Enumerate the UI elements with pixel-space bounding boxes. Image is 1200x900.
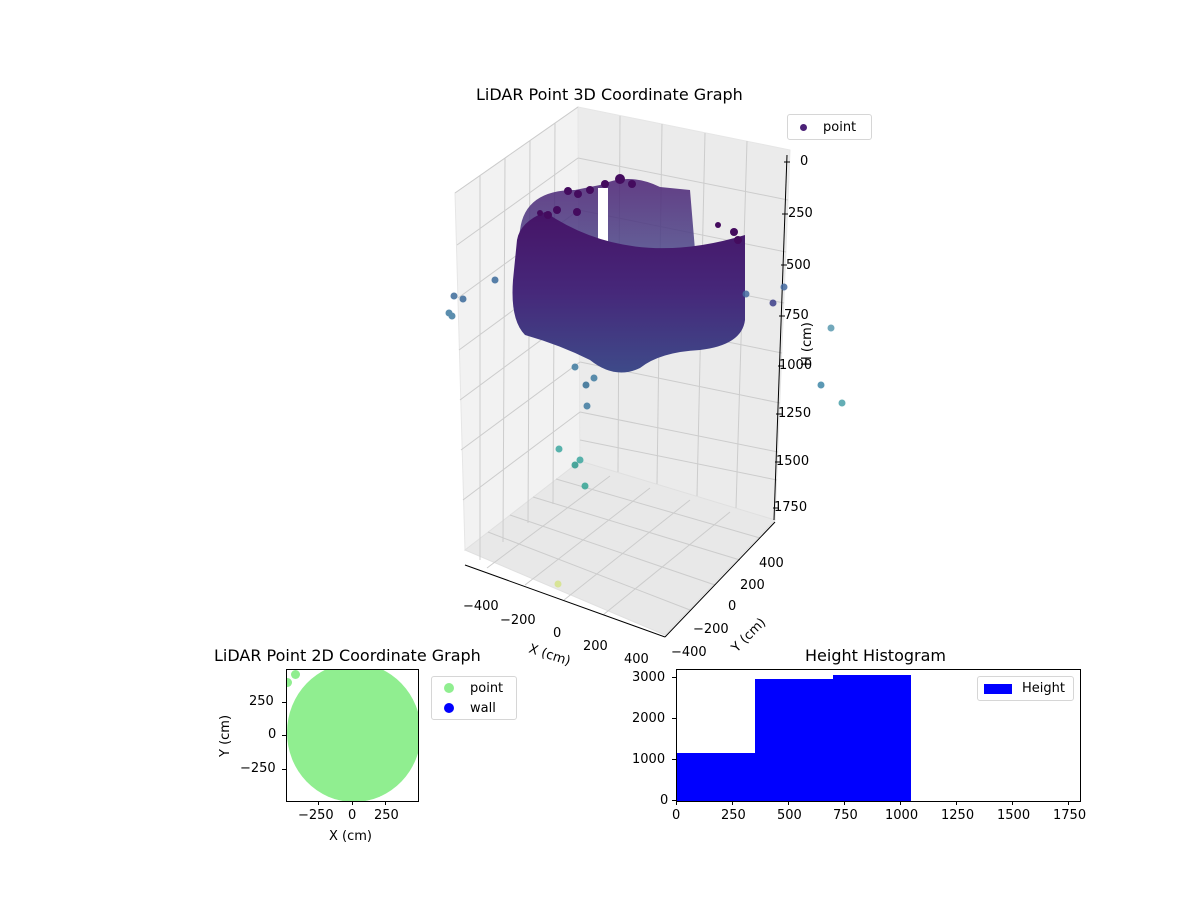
x-tick: 1000: [885, 808, 919, 823]
histogram-title: Height Histogram: [805, 646, 946, 665]
x-tick: 200: [583, 639, 608, 654]
point-cloud-disc: [287, 670, 418, 801]
z-tick: 750: [784, 308, 809, 323]
histogram-bar: [833, 675, 911, 801]
x-tick: 1750: [1053, 808, 1087, 823]
z-tick: 1500: [776, 454, 810, 469]
x-tick: −250: [298, 808, 334, 823]
x-axis-label: X (cm): [329, 829, 372, 844]
y-tick: 0: [268, 727, 277, 742]
chart-2d-title: LiDAR Point 2D Coordinate Graph: [214, 646, 481, 665]
z-tick: 0: [800, 154, 809, 169]
legend-patch-icon: [984, 683, 1012, 694]
y-tick: 3000: [632, 670, 666, 685]
x-tick: −200: [500, 613, 536, 628]
chart-2d-plot-area: [286, 669, 419, 802]
chart-3d-legend: point: [787, 114, 872, 140]
y-axis-label: Y (cm): [218, 714, 233, 757]
x-tick: 0: [553, 626, 562, 641]
x-tick: 250: [721, 808, 746, 823]
y-tick: 0: [728, 599, 737, 614]
z-tick: 1750: [774, 500, 808, 515]
z-tick: 1000: [779, 358, 813, 373]
x-tick: 250: [374, 808, 399, 823]
x-tick: 0: [672, 808, 681, 823]
y-tick: −200: [693, 622, 729, 637]
x-tick: 0: [348, 808, 357, 823]
legend-label: point: [823, 119, 857, 135]
histogram-bar: [755, 679, 833, 801]
y-tick: 0: [660, 793, 669, 808]
chart-3d-title: LiDAR Point 3D Coordinate Graph: [476, 85, 743, 104]
histogram-legend: Height: [977, 676, 1074, 701]
x-tick: 750: [833, 808, 858, 823]
y-tick: 1000: [632, 752, 666, 767]
y-tick: −250: [240, 761, 276, 776]
legend-label: point: [470, 680, 504, 696]
legend-label: Height: [1022, 681, 1065, 696]
x-tick: −400: [463, 599, 499, 614]
y-tick: 2000: [632, 711, 666, 726]
y-tick: 400: [759, 556, 784, 571]
y-tick: 250: [249, 694, 274, 709]
x-tick: 1500: [997, 808, 1031, 823]
legend-marker-icon: [444, 683, 454, 693]
x-tick: 500: [777, 808, 802, 823]
x-tick: 1250: [941, 808, 975, 823]
legend-label: wall: [470, 700, 496, 716]
z-tick: 250: [788, 206, 813, 221]
y-tick: 200: [740, 578, 765, 593]
chart-2d-legend: point wall: [431, 676, 517, 720]
y-tick: −400: [671, 645, 707, 660]
legend-marker-icon: [800, 123, 807, 131]
z-axis-label: H (cm): [800, 322, 815, 366]
z-tick: 500: [786, 258, 811, 273]
z-tick: 1250: [778, 406, 812, 421]
histogram-bar: [677, 753, 755, 801]
x-tick: 400: [624, 652, 649, 667]
legend-marker-icon: [444, 703, 454, 713]
